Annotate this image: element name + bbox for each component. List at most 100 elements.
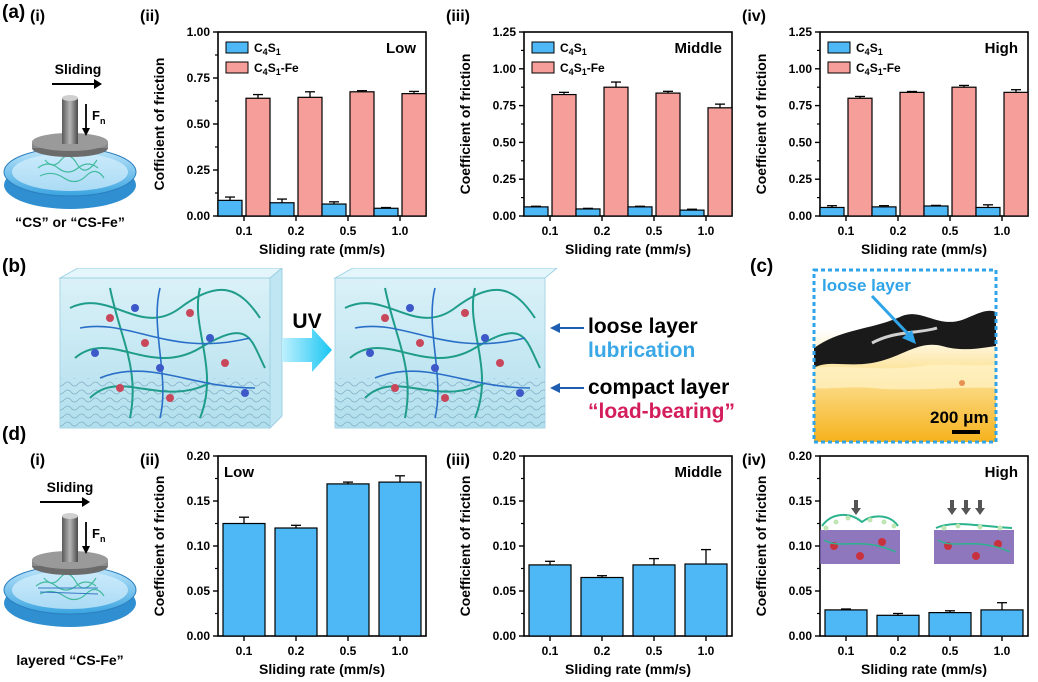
bar xyxy=(632,564,676,637)
x-axis-label: Sliding rate (mm/s) xyxy=(259,661,385,677)
panel-label-c: (c) xyxy=(750,256,774,277)
bar xyxy=(1003,91,1029,217)
x-tick-label: 0.2 xyxy=(288,644,305,658)
x-tick-label: 0.2 xyxy=(594,224,611,238)
load-bearing-label: “load-bearing” xyxy=(588,400,736,423)
layer-pointer-arrows xyxy=(550,323,584,393)
panel-label-a-iv: (iv) xyxy=(742,8,766,25)
y-tick-label: 1.00 xyxy=(493,62,517,76)
legend-label: C4S1 xyxy=(254,41,281,57)
legend-label: C4S1-Fe xyxy=(560,61,605,77)
legend-swatch xyxy=(225,61,249,74)
bar xyxy=(980,609,1024,637)
force-text: F xyxy=(92,526,100,541)
bar xyxy=(378,481,422,637)
x-tick-label: 0.1 xyxy=(542,224,559,238)
sliding-text: Sliding xyxy=(47,479,94,495)
x-tick-label: 0.1 xyxy=(236,644,253,658)
bar xyxy=(684,563,728,637)
y-tick-label: 0.10 xyxy=(187,539,211,553)
x-tick-label: 0.5 xyxy=(942,644,959,658)
scale-bar-label: 200 μm xyxy=(930,408,989,427)
inset-schematic-1 xyxy=(820,500,900,564)
chart-d-iii: 0.00 0.05 0.10 0.15 0.20 0.1 0.2 0.5 1.0 Middle Sl… xyxy=(457,449,733,677)
panel-label-a-i: (i) xyxy=(30,8,46,25)
bar xyxy=(627,206,653,217)
micrograph-annotation: loose layer xyxy=(822,276,911,295)
bar xyxy=(603,86,629,217)
y-tick-label: 1.00 xyxy=(789,62,813,76)
x-tick-label: 1.0 xyxy=(698,224,715,238)
y-axis-label: Cofficient of friction xyxy=(151,58,167,191)
bar xyxy=(217,199,243,217)
uv-label: UV xyxy=(292,310,321,333)
legend-swatch xyxy=(531,61,555,74)
bar xyxy=(222,522,266,637)
y-tick-label: 0.10 xyxy=(789,539,813,553)
y-axis-label: Coefficient of friction xyxy=(151,476,167,617)
panel-label-b: (b) xyxy=(2,256,27,277)
bar xyxy=(847,97,873,217)
chart-title: Low xyxy=(224,464,254,481)
panel-label-a-iii: (iii) xyxy=(446,8,470,25)
x-tick-label: 1.0 xyxy=(994,644,1011,658)
x-tick-label: 0.1 xyxy=(542,644,559,658)
panel-label-d-i: (i) xyxy=(30,452,46,469)
bar xyxy=(575,208,601,217)
bar xyxy=(297,96,323,217)
y-tick-label: 0.00 xyxy=(789,209,813,223)
y-tick-label: 0.50 xyxy=(187,117,211,131)
y-tick-label: 0.75 xyxy=(187,71,211,85)
legend-label: C4S1 xyxy=(560,41,587,57)
bar xyxy=(523,206,549,217)
x-tick-label: 1.0 xyxy=(698,644,715,658)
y-tick-label: 0.50 xyxy=(493,135,517,149)
y-tick-label: 0.25 xyxy=(493,172,517,186)
hydrogel-block-after-uv xyxy=(333,268,558,429)
bar xyxy=(899,91,925,217)
hydrogel-block-before-uv xyxy=(58,268,283,430)
bar xyxy=(373,207,399,217)
chart-a-ii: 0.00 0.25 0.50 0.75 1.00 0.1 0.2 0.5 1.0 Low Slidi… xyxy=(151,25,427,257)
chart-title: Middle xyxy=(675,464,723,481)
chart-plot: 0.00 0.25 0.50 0.75 1.00 1.25 0.1 0.2 0.5 1.0 Midd… xyxy=(457,25,733,257)
y-tick-label: 0.00 xyxy=(187,629,211,643)
y-tick-label: 0.75 xyxy=(493,99,517,113)
loose-layer-label: loose layer xyxy=(588,315,698,338)
bar xyxy=(928,612,972,637)
x-axis-label: Sliding rate (mm/s) xyxy=(861,661,987,677)
y-tick-label: 0.05 xyxy=(789,584,813,598)
legend-swatch xyxy=(531,41,555,54)
x-axis-label: Sliding rate (mm/s) xyxy=(565,661,691,677)
bar xyxy=(707,107,733,217)
compact-layer-label: compact layer xyxy=(588,376,730,399)
sliding-text: Sliding xyxy=(55,61,102,77)
sliding-schematic-a: Sliding F n xyxy=(3,61,137,209)
panel-label-a-ii: (ii) xyxy=(140,8,160,25)
bar xyxy=(326,483,370,637)
chart-plot: 0.00 0.25 0.50 0.75 1.00 0.1 0.2 0.5 1.0 Low Slidi… xyxy=(151,25,427,257)
bar xyxy=(819,206,845,217)
chart-plot: 0.00 0.05 0.10 0.15 0.20 0.1 0.2 0.5 1.0 High Slid… xyxy=(753,449,1029,677)
bar xyxy=(274,527,318,637)
panel-label-d-iv: (iv) xyxy=(742,452,766,469)
chart-d-iv: 0.00 0.05 0.10 0.15 0.20 0.1 0.2 0.5 1.0 High Slid… xyxy=(753,449,1029,677)
bar xyxy=(528,564,572,637)
bar xyxy=(975,206,1001,217)
chart-title: Middle xyxy=(675,40,723,57)
x-tick-label: 0.2 xyxy=(594,644,611,658)
hydrogel-illustration: UV xyxy=(58,268,558,430)
bar xyxy=(679,209,705,217)
legend-swatch xyxy=(827,41,851,54)
loose-layer-pointer xyxy=(870,294,912,338)
force-subscript: n xyxy=(100,534,106,544)
y-tick-label: 0.00 xyxy=(789,629,813,643)
bar xyxy=(923,205,949,217)
y-tick-label: 0.00 xyxy=(493,209,517,223)
y-tick-label: 0.15 xyxy=(493,494,517,508)
y-tick-label: 0.20 xyxy=(493,449,517,463)
y-tick-label: 0.05 xyxy=(187,584,211,598)
panel-label-d-iii: (iii) xyxy=(446,452,470,469)
chart-title: High xyxy=(985,464,1018,481)
bar xyxy=(401,93,427,217)
